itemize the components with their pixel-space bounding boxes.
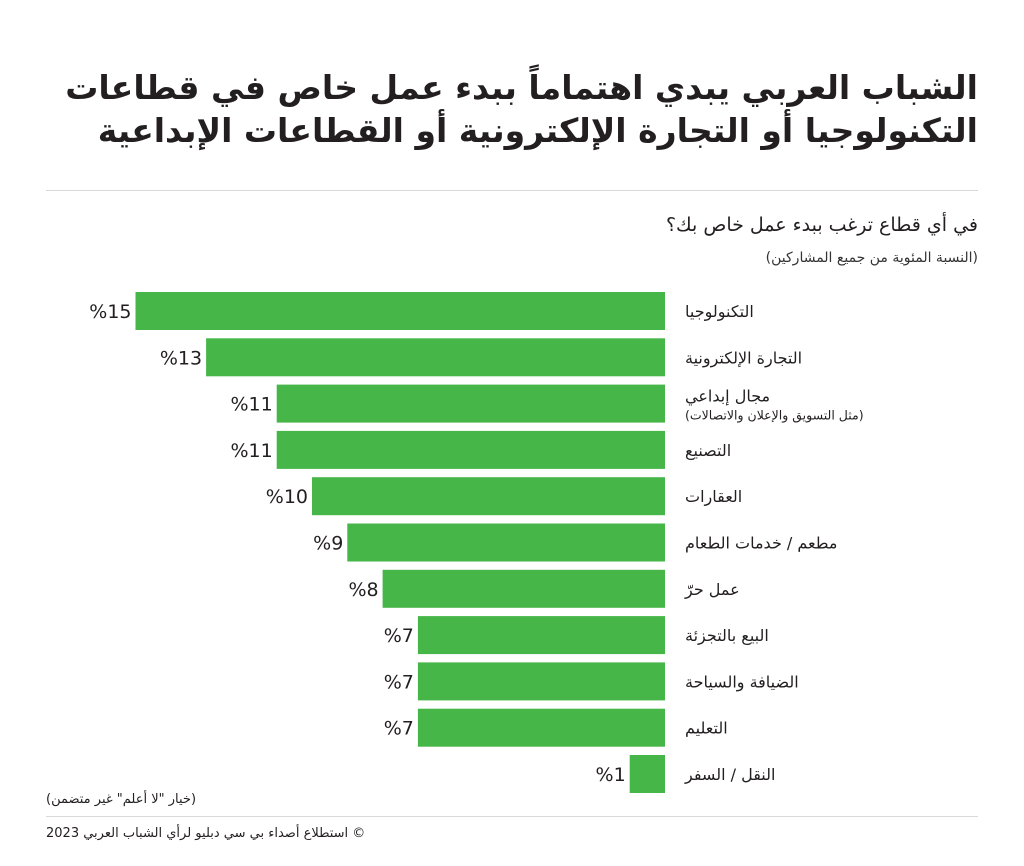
category-sublabel-2: (مثل التسويق والإعلان والاتصالات): [685, 408, 864, 424]
chart-question: في أي قطاع ترغب ببدء عمل خاص بك؟: [665, 214, 978, 236]
category-label-10: النقل / السفر: [684, 765, 775, 785]
bar-3: [276, 430, 665, 469]
bar-4: [312, 477, 665, 516]
bar-0: [135, 292, 665, 330]
category-label-1: التجارة الإلكترونية: [685, 348, 802, 368]
value-label-4: %10: [266, 486, 308, 508]
bar-9: [417, 708, 665, 747]
category-label-3: التصنيع: [685, 441, 731, 461]
value-label-6: %8: [348, 579, 378, 601]
category-label-9: التعليم: [685, 719, 728, 738]
chart-subtitle: (النسبة المئوية من جميع المشاركين): [765, 250, 978, 266]
category-label-8: الضيافة والسياحة: [685, 672, 799, 692]
category-label-0: التكنولوجيا: [685, 302, 754, 322]
chart-title: الشباب العربي يبدي اهتماماً ببدء عمل خاص…: [65, 68, 978, 150]
value-label-8: %7: [384, 671, 414, 693]
footnote: (خيار "لا أعلم" غير متضمن): [46, 792, 197, 807]
bar-8: [417, 662, 665, 701]
bar-6: [382, 569, 665, 608]
top-divider: [46, 190, 978, 191]
value-label-1: %13: [160, 347, 202, 369]
value-label-10: %1: [596, 764, 626, 786]
copyright: © استطلاع أصداء بي سي دبليو لرأي الشباب …: [46, 826, 366, 841]
category-label-2: مجال إبداعي: [685, 387, 770, 407]
bottom-divider: [46, 816, 978, 817]
value-label-9: %7: [384, 718, 414, 740]
value-label-2: %11: [230, 394, 272, 416]
bar-10: [629, 755, 665, 793]
bar-7: [417, 616, 665, 655]
bar-1: [206, 338, 665, 377]
value-label-5: %9: [313, 533, 343, 555]
bar-5: [347, 523, 665, 562]
bar-2: [276, 384, 665, 423]
value-label-3: %11: [230, 440, 272, 462]
value-label-7: %7: [384, 625, 414, 647]
category-label-5: مطعم / خدمات الطعام: [685, 534, 837, 553]
category-label-4: العقارات: [685, 487, 742, 507]
category-label-7: البيع بالتجزئة: [685, 626, 769, 646]
value-label-0: %15: [89, 301, 131, 323]
category-label-6: عمل حرّ: [684, 580, 740, 600]
